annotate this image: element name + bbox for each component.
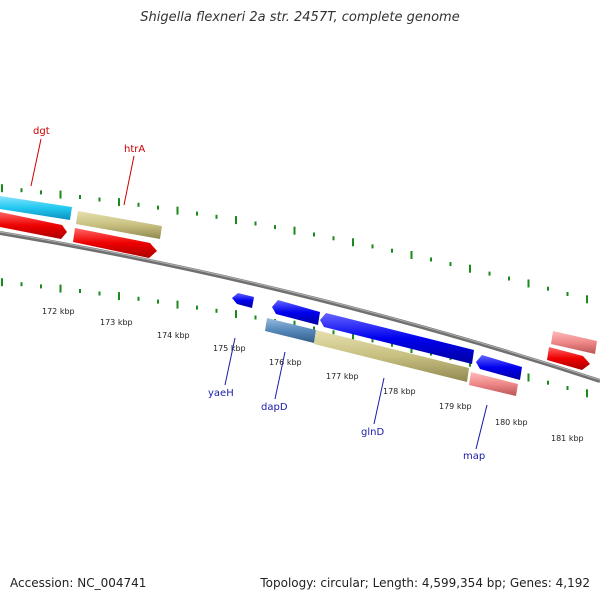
gene-arrow-blue-map <box>476 355 522 380</box>
gene-label-glnD: glnD <box>361 427 384 438</box>
leader-dgt <box>30 138 42 187</box>
gene-arrow-red-right <box>547 347 590 370</box>
ruler-label-176: 176 kbp <box>269 358 302 367</box>
leader-yaeH <box>224 337 236 386</box>
ruler-label-175: 175 kbp <box>213 344 246 353</box>
genome-backbone-highlight <box>0 231 600 381</box>
map-title: Shigella flexneri 2a str. 2457T, complet… <box>140 10 460 25</box>
ruler-label-179: 179 kbp <box>439 402 472 411</box>
topology-text: Topology: circular; Length: 4,599,354 bp… <box>260 576 590 590</box>
gene-label-map: map <box>463 451 485 462</box>
ruler-label-172: 172 kbp <box>42 307 75 316</box>
ruler-label-178: 178 kbp <box>383 387 416 396</box>
gene-arrow-htrA <box>73 228 157 258</box>
leader-map <box>475 404 488 450</box>
gene-feature-olive-long <box>314 330 469 382</box>
tick-row-upper <box>1 184 588 304</box>
ruler-label-180: 180 kbp <box>495 418 528 427</box>
ruler-label-177: 177 kbp <box>326 372 359 381</box>
gene-label-htrA: htrA <box>124 144 145 155</box>
gene-feature-map <box>469 372 518 396</box>
ruler-label-181: 181 kbp <box>551 434 584 443</box>
gene-arrow-blue-1 <box>272 300 320 325</box>
leader-glnD <box>373 377 385 425</box>
gene-label-dapD: dapD <box>261 402 288 413</box>
ruler-label-173: 173 kbp <box>100 318 133 327</box>
gene-label-dgt: dgt <box>33 126 50 137</box>
leader-htrA <box>123 155 135 206</box>
gene-arrow-yaeH <box>232 293 254 308</box>
gene-arrow-red-left <box>0 212 67 239</box>
gene-label-yaeH: yaeH <box>208 388 234 399</box>
leader-dapD <box>274 351 286 400</box>
gene-feature-pink-right <box>551 331 597 354</box>
gene-feature-cyan <box>0 196 72 220</box>
ruler-label-174: 174 kbp <box>157 331 190 340</box>
gene-feature-dapD <box>265 318 316 343</box>
accession-text: Accession: NC_004741 <box>10 576 147 590</box>
gene-arrow-glnD <box>320 313 474 364</box>
gene-feature-olive-htrA-row <box>76 211 162 239</box>
genome-backbone <box>0 231 600 383</box>
